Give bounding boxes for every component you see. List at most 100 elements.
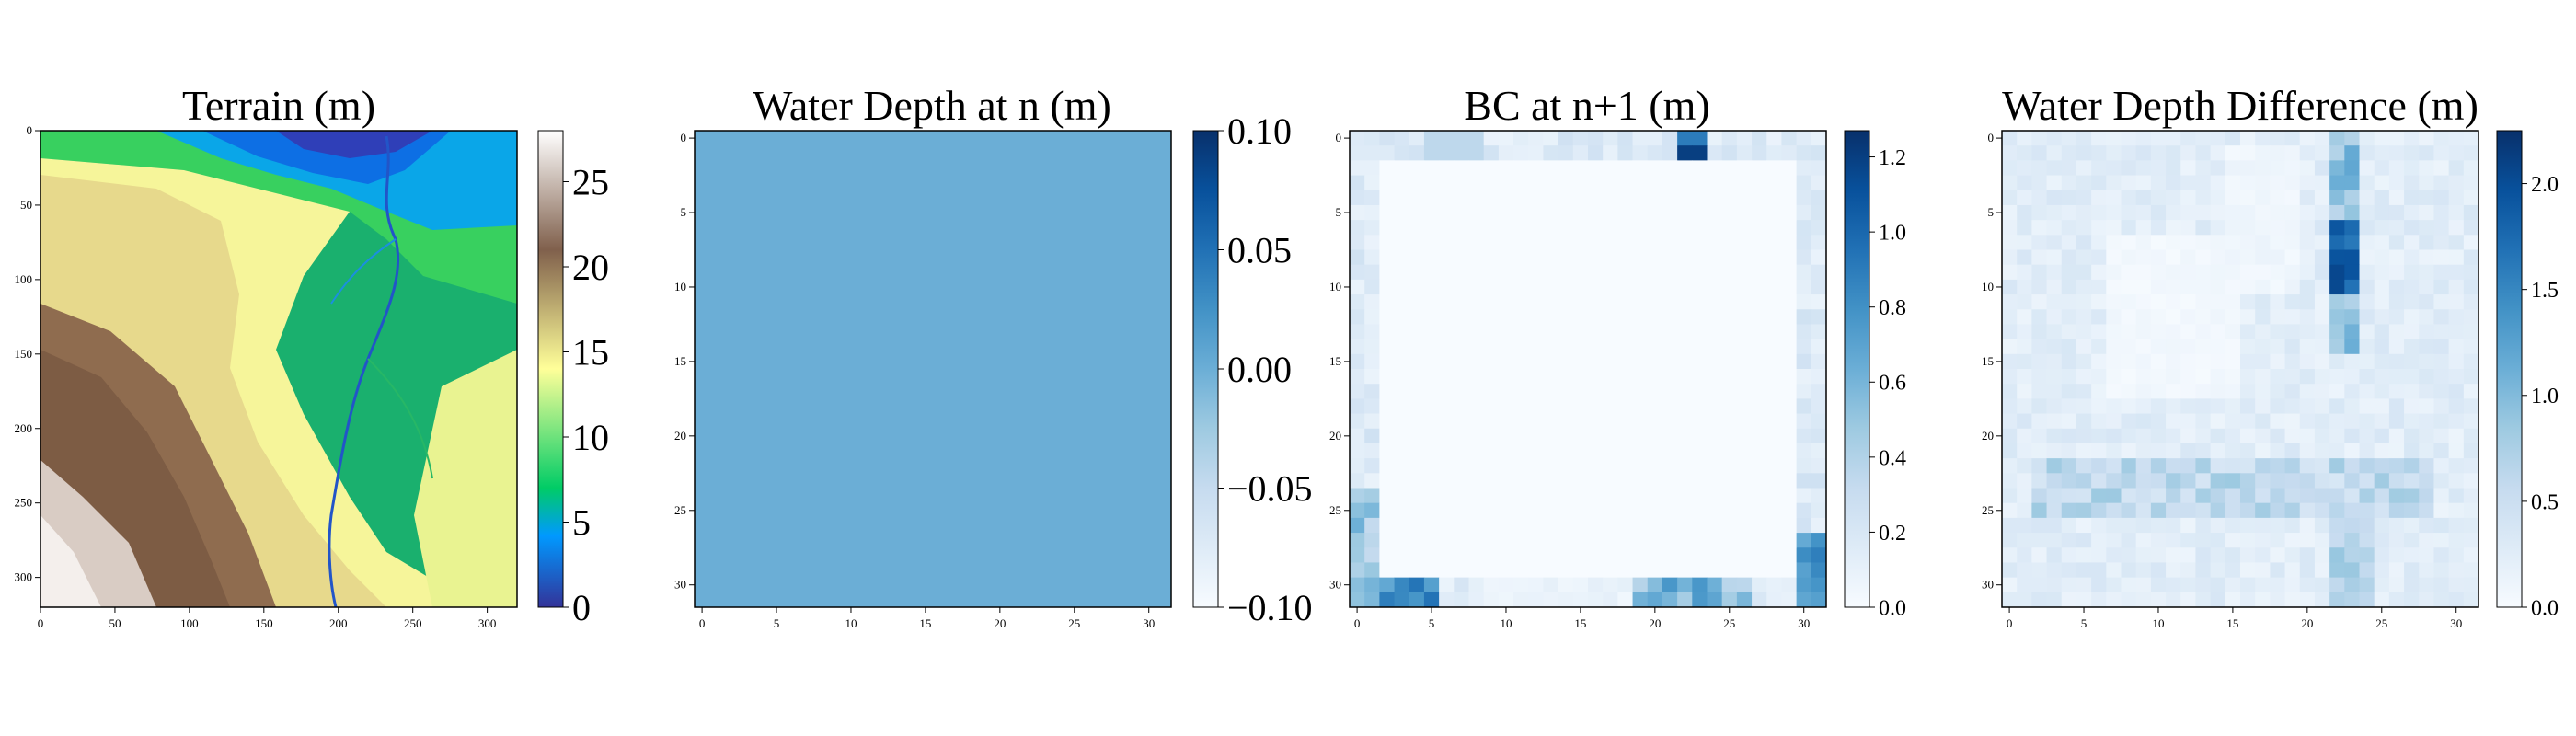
- heatmap-cell: [2388, 175, 2405, 191]
- heatmap-cell: [2329, 562, 2345, 579]
- heatmap-cell: [1439, 517, 1455, 534]
- heatmap-cell: [2255, 413, 2271, 430]
- heatmap-cell: [2448, 413, 2465, 430]
- heatmap-cell: [2433, 577, 2450, 593]
- heatmap-cell: [1439, 264, 1455, 281]
- heatmap-cell: [1766, 264, 1782, 281]
- heatmap-cell: [2076, 384, 2092, 399]
- heatmap-cell: [2448, 428, 2465, 444]
- heatmap-cell: [2388, 369, 2405, 385]
- heatmap-cell: [2419, 175, 2434, 191]
- heatmap-cell: [2404, 577, 2420, 593]
- heatmap-cell: [2150, 279, 2167, 295]
- heatmap-cell: [1483, 309, 1500, 325]
- heatmap-cell: [2046, 190, 2063, 206]
- heatmap-cell: [2329, 145, 2345, 161]
- heatmap-cell: [2374, 204, 2390, 221]
- y-tick-label: 150: [15, 347, 33, 361]
- heatmap-cell: [1513, 488, 1529, 504]
- heatmap-cell: [2270, 413, 2285, 430]
- heatmap-cell: [2255, 131, 2271, 146]
- heatmap-cell: [1736, 577, 1753, 593]
- heatmap-cell: [2210, 458, 2226, 474]
- heatmap-cell: [1498, 577, 1514, 593]
- heatmap-cell: [2419, 443, 2434, 459]
- heatmap-cell: [2106, 204, 2122, 221]
- heatmap-cell: [1483, 264, 1500, 281]
- heatmap-cell: [1647, 473, 1663, 489]
- heatmap-cell: [2329, 369, 2345, 385]
- x-tick-label: 20: [994, 616, 1006, 630]
- heatmap-cell: [2240, 204, 2256, 221]
- heatmap-cell: [1498, 384, 1514, 399]
- heatmap-cell: [2284, 264, 2301, 281]
- heatmap-cell: [1692, 160, 1708, 176]
- heatmap-cell: [2344, 160, 2360, 176]
- heatmap-cell: [1364, 398, 1380, 414]
- heatmap-cell: [2150, 547, 2167, 563]
- heatmap-cell: [1796, 249, 1812, 266]
- heatmap-cell: [1796, 204, 1812, 221]
- heatmap-cell: [2135, 324, 2152, 340]
- chart-title: BC at n+1 (m): [1464, 82, 1709, 129]
- heatmap-cell: [1811, 562, 1827, 579]
- heatmap-cell: [1603, 398, 1618, 414]
- heatmap-cell: [1647, 220, 1663, 236]
- heatmap-cell: [1752, 204, 1767, 221]
- heatmap-cell: [1766, 502, 1782, 519]
- heatmap-cell: [1394, 220, 1410, 236]
- heatmap-cell: [1736, 264, 1753, 281]
- heatmap-cell: [1662, 279, 1678, 295]
- heatmap-cell: [2210, 160, 2226, 176]
- heatmap-cell: [1454, 353, 1469, 370]
- heatmap-cell: [2017, 249, 2032, 266]
- heatmap-cell: [1617, 264, 1633, 281]
- heatmap-cell: [2374, 175, 2390, 191]
- heatmap-cell: [1603, 160, 1618, 176]
- heatmap-cell: [2180, 145, 2196, 161]
- heatmap-cell: [1572, 428, 1589, 444]
- heatmap-cell: [2061, 428, 2077, 444]
- heatmap-cell: [2106, 145, 2122, 161]
- heatmap-cell: [2388, 220, 2405, 236]
- heatmap-cell: [1454, 517, 1469, 534]
- heatmap-cell: [2255, 473, 2271, 489]
- heatmap-cell: [1558, 517, 1574, 534]
- heatmap-cell: [1692, 279, 1708, 295]
- heatmap-cell: [2031, 517, 2047, 534]
- heatmap-cell: [1796, 279, 1812, 295]
- heatmap-cell: [2270, 428, 2285, 444]
- heatmap-cell: [2448, 562, 2465, 579]
- heatmap-cell: [1692, 294, 1708, 310]
- heatmap-cell: [2061, 443, 2077, 459]
- heatmap-cell: [1603, 324, 1618, 340]
- heatmap-cell: [1439, 309, 1455, 325]
- heatmap-cell: [2225, 428, 2241, 444]
- heatmap-cell: [2299, 428, 2316, 444]
- heatmap-cell: [2150, 249, 2167, 266]
- heatmap-cell: [1677, 428, 1693, 444]
- heatmap-cell: [2344, 145, 2360, 161]
- heatmap-cell: [2463, 473, 2479, 489]
- heatmap-cell: [2448, 473, 2465, 489]
- heatmap-cell: [2091, 533, 2107, 548]
- heatmap-cell: [1588, 190, 1604, 206]
- heatmap-cell: [2433, 279, 2450, 295]
- heatmap-cell: [1483, 577, 1500, 593]
- heatmap-cell: [2344, 517, 2360, 534]
- heatmap-cell: [1454, 577, 1469, 593]
- heatmap-cell: [2419, 145, 2434, 161]
- heatmap-cell: [2255, 353, 2271, 370]
- heatmap-cell: [1707, 249, 1723, 266]
- heatmap-cell: [2359, 443, 2375, 459]
- heatmap-cell: [2210, 547, 2226, 563]
- heatmap-cell: [1468, 235, 1485, 250]
- heatmap-cell: [2433, 294, 2450, 310]
- heatmap-cell: [1603, 339, 1618, 355]
- heatmap-cell: [2388, 235, 2405, 250]
- heatmap-cell: [2240, 517, 2256, 534]
- heatmap-cell: [2344, 324, 2360, 340]
- heatmap-cell: [1572, 547, 1589, 563]
- heatmap-cell: [2031, 235, 2047, 250]
- heatmap-cell: [2270, 339, 2285, 355]
